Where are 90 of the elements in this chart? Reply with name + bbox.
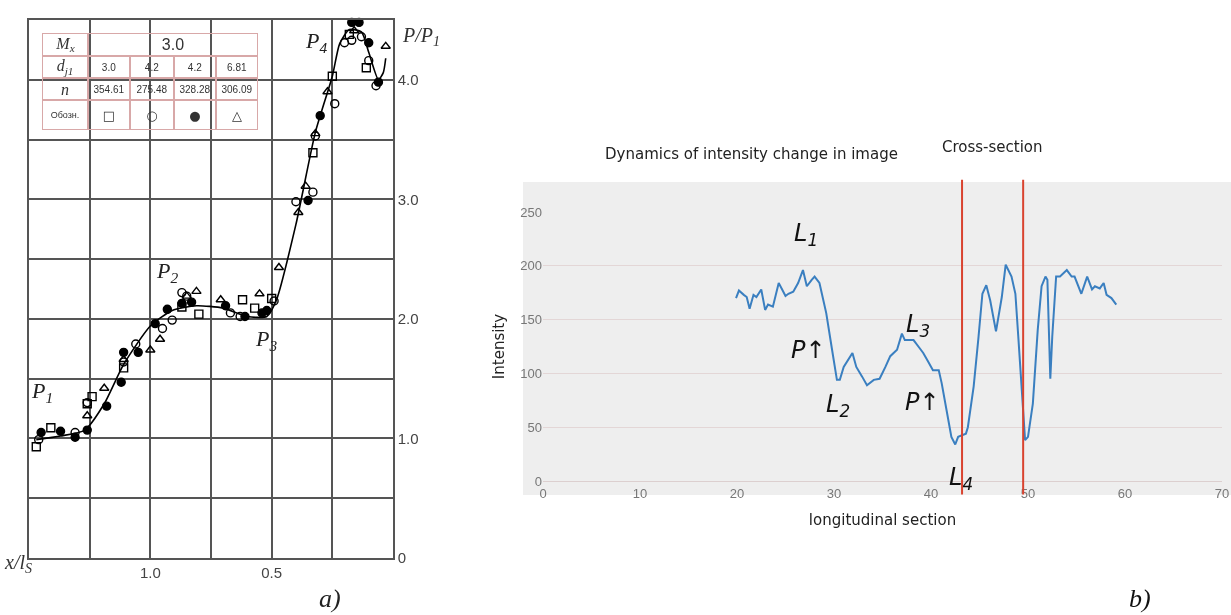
point <box>177 298 187 309</box>
annotation: P$_{1}$ <box>31 378 54 406</box>
line-series <box>735 263 1118 446</box>
point <box>167 315 177 325</box>
point <box>31 442 41 452</box>
point <box>300 181 311 189</box>
text: b) <box>1129 584 1151 613</box>
point <box>308 187 318 197</box>
x-axis-title: longitudinal section <box>808 510 957 529</box>
annotation: □ <box>102 107 116 123</box>
y-tick-label: 200 <box>520 258 542 274</box>
point <box>308 148 318 158</box>
y-tick-label: 3.0 <box>397 190 419 208</box>
annotation: ● <box>189 107 201 123</box>
point <box>273 262 285 271</box>
point <box>225 308 236 318</box>
annotation: P$_{2}$ <box>156 258 179 286</box>
point <box>157 323 168 334</box>
point <box>356 32 367 42</box>
y-tick-label: 50 <box>527 419 542 435</box>
x-tick-label: 30 <box>826 485 842 501</box>
point <box>55 426 66 436</box>
annotation: n <box>61 80 69 98</box>
y-tick-label: 4.0 <box>397 71 419 89</box>
point <box>118 363 129 373</box>
point <box>46 422 56 433</box>
y-tick-label: 1.0 <box>397 429 419 447</box>
point <box>249 303 260 313</box>
annotation: 3.0 <box>161 36 185 53</box>
point <box>322 87 333 95</box>
y-tick-label: 0 <box>534 473 542 489</box>
point <box>327 71 338 81</box>
point <box>36 427 46 438</box>
annotation: 3.0 <box>101 61 117 73</box>
point <box>344 29 355 40</box>
point <box>177 287 187 298</box>
point <box>237 295 248 305</box>
x-tick-label: 70 <box>1214 485 1230 501</box>
point <box>262 305 272 316</box>
x-tick-label: 10 <box>632 485 648 501</box>
annotation: d$_{j1}$ <box>56 57 74 77</box>
x-tick-label: 0.5 <box>261 563 283 581</box>
x-tick-label: 40 <box>923 485 939 501</box>
y-tick-label: 2.0 <box>397 310 419 328</box>
text: a) <box>319 584 341 613</box>
point <box>191 286 202 295</box>
annotation: L$_{3}$ <box>906 310 931 342</box>
annotation: L$_{1}$ <box>794 219 819 251</box>
point <box>194 309 204 319</box>
point <box>291 197 301 207</box>
y-tick-label: 150 <box>520 312 542 328</box>
x-tick-label: 50 <box>1020 485 1036 501</box>
y-tick-label: 0 <box>397 549 407 567</box>
annotation: 6.81 <box>227 61 247 73</box>
chart-title: Dynamics of intensity change in image <box>605 145 898 163</box>
annotation: P$_{4}$ <box>305 28 328 56</box>
annotation: 4.2 <box>187 61 203 73</box>
annotation: P↑ <box>905 388 940 416</box>
annotation: △ <box>232 107 242 123</box>
x-tick-label: 60 <box>1117 485 1133 501</box>
point <box>361 63 372 73</box>
y-tick-label: 250 <box>520 204 542 220</box>
point <box>133 347 143 358</box>
x-tick-label: 20 <box>729 485 745 501</box>
y-axis-title: Intensity <box>489 313 508 380</box>
annotation: L$_{4}$ <box>949 463 974 495</box>
point <box>293 207 304 216</box>
annotation: 354.61 <box>93 83 125 95</box>
y-axis-title: P/P$_{1}$ <box>402 24 440 50</box>
ref-line-label: Cross-section <box>942 138 1043 156</box>
y-tick-label: 100 <box>520 365 542 381</box>
annotation: L$_{2}$ <box>826 390 851 422</box>
point <box>87 391 97 402</box>
point <box>310 128 321 137</box>
point <box>330 98 340 109</box>
annotation: Обозн. <box>50 110 80 120</box>
annotation: P↑ <box>791 336 826 364</box>
point <box>339 38 350 48</box>
point <box>118 347 129 358</box>
annotation: M$_{x}$ <box>55 34 75 55</box>
point <box>254 289 265 297</box>
point <box>303 195 313 206</box>
x-axis-title: x/l$_{S}$ <box>4 551 32 577</box>
point <box>145 345 156 353</box>
point <box>131 339 141 349</box>
annotation: 306.09 <box>221 83 253 95</box>
point <box>70 432 80 442</box>
annotation: 328.28 <box>179 83 211 95</box>
point <box>347 35 357 46</box>
point <box>116 377 126 387</box>
